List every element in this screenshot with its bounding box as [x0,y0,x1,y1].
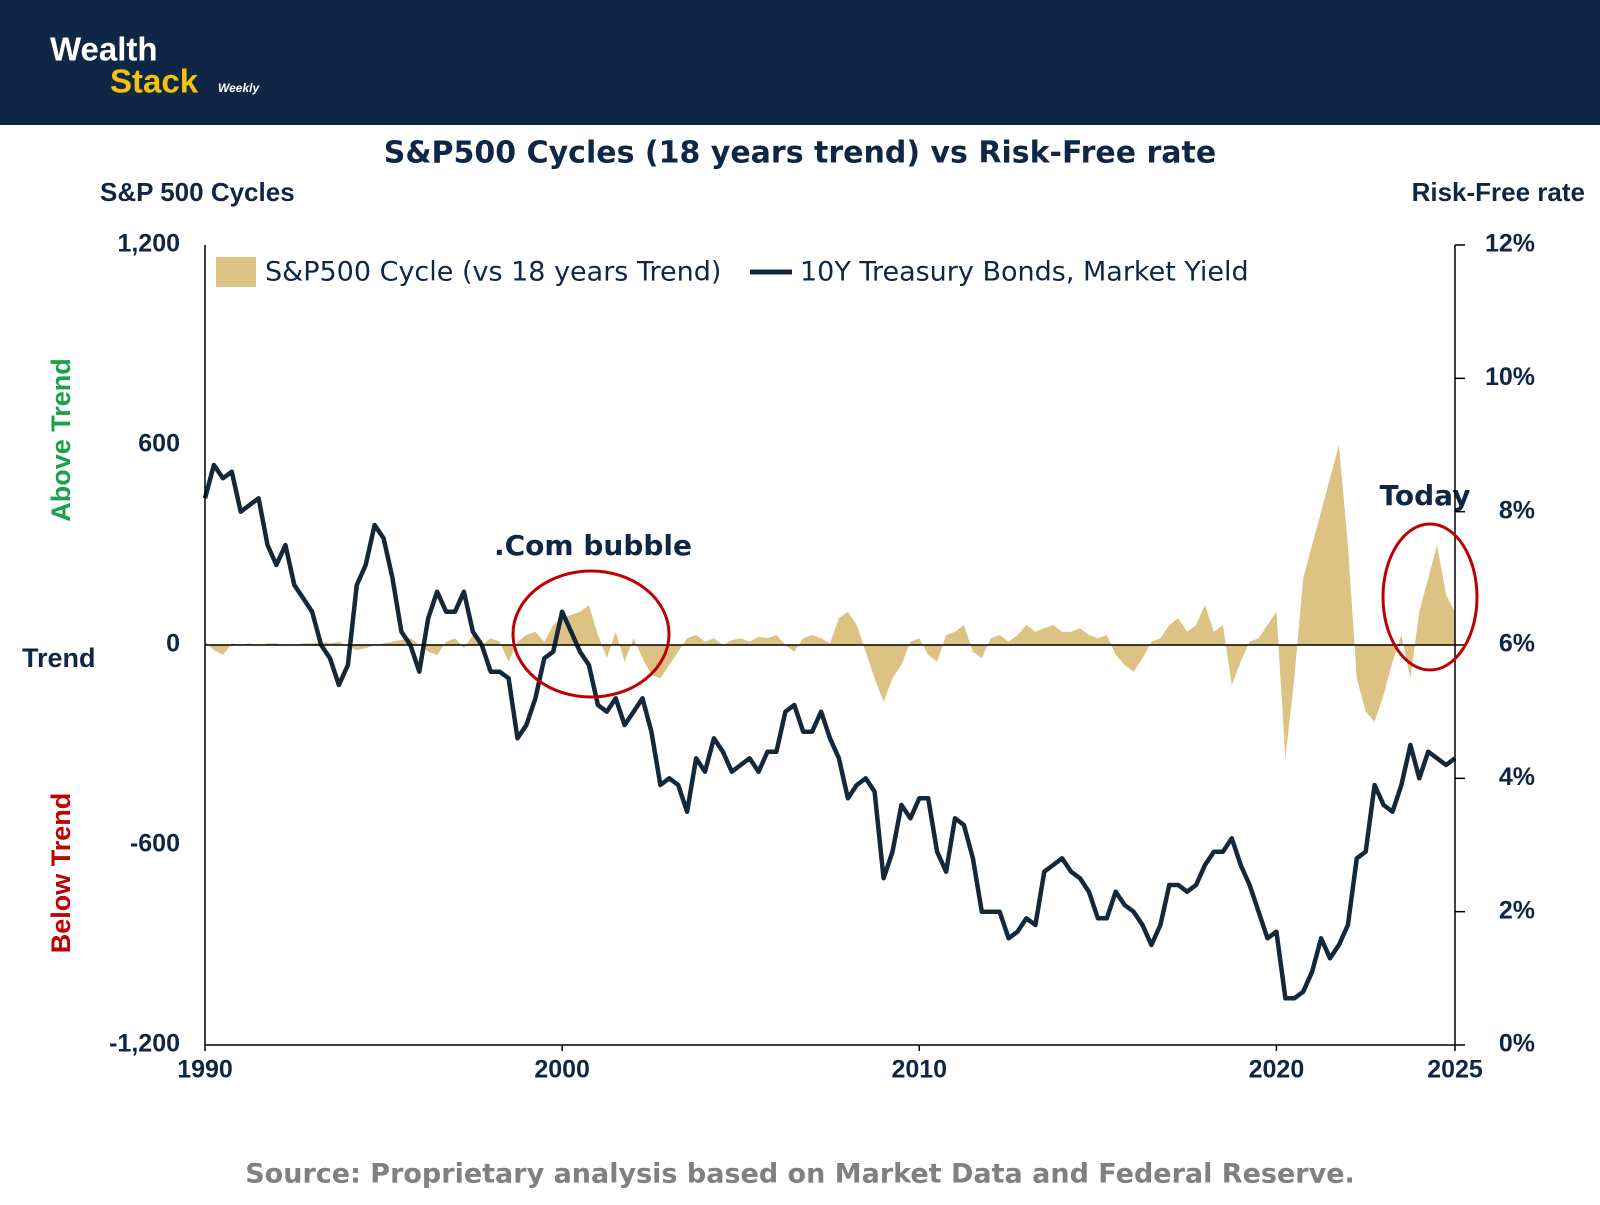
legend-label: 10Y Treasury Bonds, Market Yield [800,257,1249,288]
header-band [0,0,1600,125]
y-tick-label: -600 [130,830,180,858]
y-tick-label: 0 [166,630,180,658]
brand-line2: Stack [110,63,199,100]
y-axis-title: S&P 500 Cycles [100,177,295,207]
trend-label: Trend [22,643,96,673]
above-label: Above Trend [46,358,76,522]
yield-line [202,462,1457,1001]
y2-tick-label: 8% [1499,496,1535,524]
y2-axis-title: Risk-Free rate [1412,177,1585,207]
y2-tick-label: 6% [1499,630,1535,658]
legend-swatch [216,257,256,287]
x-tick-label: 2020 [1249,1056,1305,1084]
y-tick-label: -1,200 [109,1030,180,1058]
y-tick-label: 600 [138,430,180,458]
brand-line1: Wealth [50,31,158,68]
x-tick-label: 2000 [534,1056,590,1084]
highlight-circle [511,569,671,699]
x-tick-label: 2010 [891,1056,947,1084]
y2-tick-label: 2% [1499,896,1535,924]
source-note: Source: Proprietary analysis based on Ma… [245,1159,1355,1190]
cycle-area [205,445,1455,759]
below-label: Below Trend [46,793,76,954]
highlight-circle [1381,522,1479,672]
legend-label: S&P500 Cycle (vs 18 years Trend) [265,257,721,288]
plot-area: -1,200 -600 0 600 1,200 0% 2% 4% 6% 8% 10% 12% 1990 2… [109,230,1535,1084]
annotation: Today [1380,479,1471,512]
brand-tag: Weekly [218,81,260,95]
chart-title: S&P500 Cycles (18 years trend) vs Risk-F… [384,136,1216,171]
y2-tick-label: 12% [1485,230,1535,258]
y2-tick-label: 4% [1499,763,1535,791]
y2-tick-label: 10% [1485,363,1535,391]
x-tick-label: 2025 [1427,1056,1483,1084]
annotation: .Com bubble [494,529,692,562]
y-tick-label: 1,200 [117,230,180,258]
y2-tick-label: 0% [1499,1030,1535,1058]
x-tick-label: 1990 [177,1056,233,1084]
